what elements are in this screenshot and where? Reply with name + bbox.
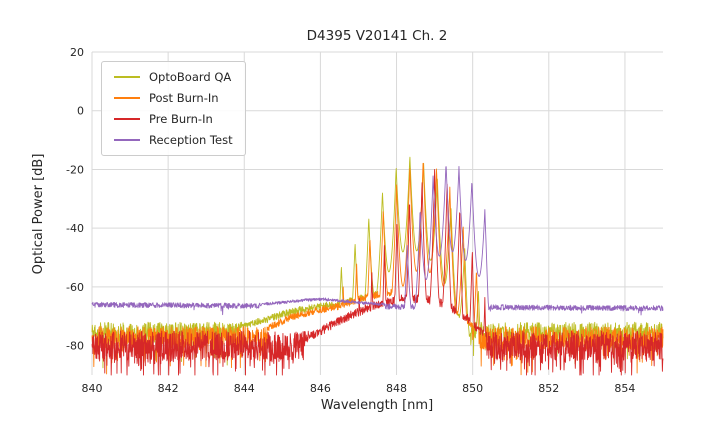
legend-line-swatch [114, 118, 140, 120]
legend-line-swatch [114, 139, 140, 141]
series-line-reception-test [91, 165, 664, 316]
legend-label: OptoBoard QA [149, 70, 232, 84]
y-tick-label: -80 [66, 340, 84, 353]
legend-item-optoboard-qa: OptoBoard QA [114, 70, 233, 84]
legend-line-swatch [114, 76, 140, 78]
x-tick-label: 846 [310, 382, 331, 395]
legend-label: Reception Test [149, 133, 233, 147]
legend-item-pre-burn-in: Pre Burn-In [114, 112, 233, 126]
legend-item-post-burn-in: Post Burn-In [114, 91, 233, 105]
y-tick-label: -60 [66, 281, 84, 294]
series-lines [91, 156, 664, 376]
x-tick-label: 852 [538, 382, 559, 395]
y-tick-label: 20 [70, 46, 84, 59]
x-tick-label: 844 [234, 382, 255, 395]
x-tick-label: 842 [158, 382, 179, 395]
y-tick-label: 0 [77, 105, 84, 118]
legend-label: Post Burn-In [149, 91, 219, 105]
x-tick-label: 840 [82, 382, 103, 395]
chart-title: D4395 V20141 Ch. 2 [307, 28, 448, 44]
x-tick-label: 848 [386, 382, 407, 395]
x-tick-label: 854 [614, 382, 635, 395]
tick-labels: 840 842 844 846 848 850 852 854 20 0 -20 -40 -60 -80 [66, 46, 635, 395]
y-axis-label: Optical Power [dB] [31, 154, 46, 275]
series-line-pre-burn-in [91, 168, 664, 376]
legend: OptoBoard QA Post Burn-In Pre Burn-In Recep… [101, 61, 246, 156]
series-line-post-burn-in [91, 162, 664, 376]
y-tick-label: -40 [66, 222, 84, 235]
x-tick-label: 850 [462, 382, 483, 395]
legend-label: Pre Burn-In [149, 112, 213, 126]
x-axis-label: Wavelength [nm] [321, 398, 433, 413]
legend-item-reception-test: Reception Test [114, 133, 233, 147]
y-tick-label: -20 [66, 163, 84, 176]
legend-line-swatch [114, 97, 140, 99]
